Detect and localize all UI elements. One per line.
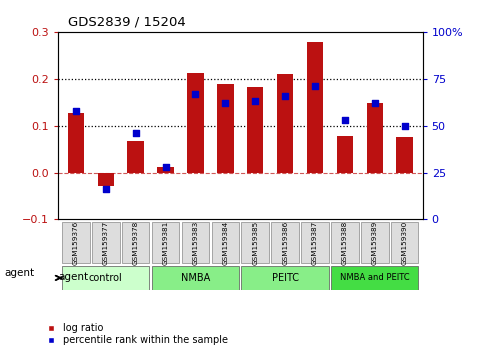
Text: control: control — [89, 273, 123, 283]
FancyBboxPatch shape — [331, 266, 418, 290]
Point — [72, 108, 80, 114]
Point — [281, 93, 289, 98]
Legend: log ratio, percentile rank within the sample: log ratio, percentile rank within the sa… — [43, 319, 232, 349]
Text: GSM159378: GSM159378 — [133, 221, 139, 265]
Text: GSM159376: GSM159376 — [73, 221, 79, 265]
Bar — [98, 172, 114, 186]
Text: GSM159389: GSM159389 — [372, 221, 378, 265]
Point — [371, 100, 379, 106]
Point — [311, 84, 319, 89]
FancyBboxPatch shape — [361, 222, 388, 263]
FancyBboxPatch shape — [62, 266, 149, 290]
FancyBboxPatch shape — [92, 222, 119, 263]
Bar — [337, 136, 353, 172]
Bar — [367, 103, 383, 172]
FancyBboxPatch shape — [152, 266, 239, 290]
Bar — [187, 73, 204, 172]
FancyBboxPatch shape — [152, 222, 179, 263]
Bar — [397, 137, 413, 172]
FancyBboxPatch shape — [242, 266, 329, 290]
Bar — [307, 42, 323, 172]
Point — [102, 187, 110, 192]
FancyBboxPatch shape — [391, 222, 418, 263]
Text: NMBA: NMBA — [181, 273, 210, 283]
Text: PEITC: PEITC — [271, 273, 298, 283]
Text: GSM159377: GSM159377 — [103, 221, 109, 265]
Bar — [157, 167, 174, 172]
Text: agent: agent — [5, 268, 35, 278]
FancyBboxPatch shape — [122, 222, 149, 263]
FancyBboxPatch shape — [212, 222, 239, 263]
Text: GSM159387: GSM159387 — [312, 221, 318, 265]
FancyBboxPatch shape — [301, 222, 329, 263]
Text: agent: agent — [58, 272, 88, 282]
Point — [222, 100, 229, 106]
FancyBboxPatch shape — [182, 222, 209, 263]
Text: GSM159386: GSM159386 — [282, 221, 288, 265]
Bar — [277, 74, 293, 172]
Bar — [68, 113, 84, 172]
Point — [132, 130, 140, 136]
FancyBboxPatch shape — [271, 222, 299, 263]
Point — [162, 164, 170, 170]
Text: GSM159385: GSM159385 — [252, 221, 258, 265]
Text: GSM159384: GSM159384 — [222, 221, 228, 265]
FancyBboxPatch shape — [242, 222, 269, 263]
Text: GSM159388: GSM159388 — [342, 221, 348, 265]
Bar — [247, 87, 263, 172]
FancyBboxPatch shape — [331, 222, 359, 263]
Bar — [128, 141, 144, 172]
Bar — [217, 84, 234, 172]
Text: NMBA and PEITC: NMBA and PEITC — [340, 273, 410, 282]
Point — [341, 117, 349, 123]
Point — [401, 123, 409, 129]
Point — [251, 98, 259, 104]
Text: GSM159381: GSM159381 — [163, 221, 169, 265]
Point — [192, 91, 199, 97]
Text: GSM159383: GSM159383 — [192, 221, 199, 265]
Text: GDS2839 / 15204: GDS2839 / 15204 — [68, 15, 185, 28]
FancyBboxPatch shape — [62, 222, 90, 263]
Text: GSM159390: GSM159390 — [402, 221, 408, 265]
